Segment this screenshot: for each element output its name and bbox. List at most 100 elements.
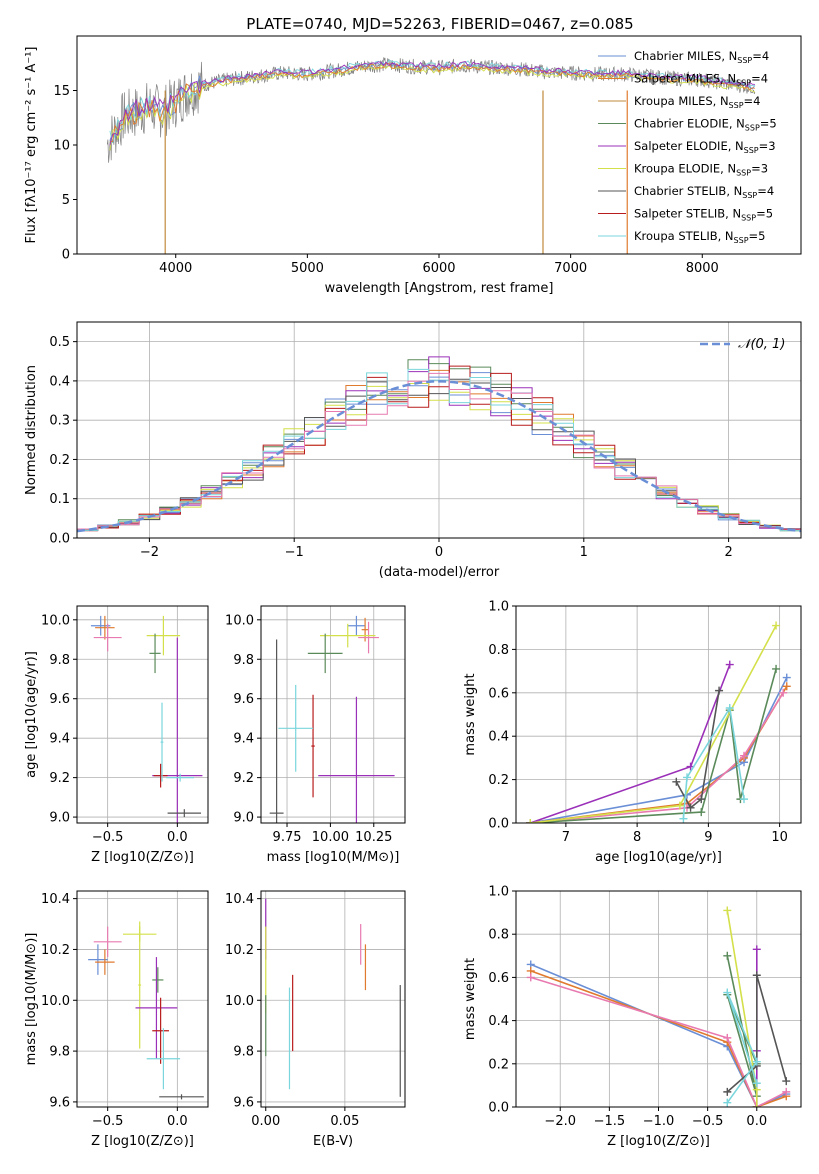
mass-weight-line [530,692,784,823]
y-tick-label: 10.0 [225,613,254,628]
data-marker [723,1098,732,1107]
data-marker [526,819,535,823]
y-axis-label: mass weight [463,958,478,1040]
y-tick-label: 0.2 [488,773,509,788]
y-tick-label: 10.0 [225,994,254,1009]
data-marker [782,682,791,691]
legend-label: Kroupa ELODIE, NSSP=3 [634,162,768,178]
y-tick-label: 0.6 [488,686,509,701]
x-tick-label: 4000 [159,261,192,276]
axes-frame [515,890,802,1108]
plot-area [526,906,791,1107]
data-marker [723,1087,732,1096]
y-tick-label: 0.1 [49,492,70,507]
mass-weight-line [726,974,788,1093]
y-tick-label: 0.2 [488,1057,509,1072]
y-tick-label: 0.8 [488,928,509,943]
y-tick-label: 9.6 [49,692,70,707]
y-tick-label: 9.8 [233,1045,254,1060]
y-tick-label: 9.2 [233,771,254,786]
x-tick-label: −0.5 [92,830,124,845]
legend-label: Chabrier MILES, NSSP=4 [634,49,769,65]
figure-title: PLATE=0740, MJD=52263, FIBERID=0467, z=0… [246,15,633,33]
y-tick-label: 10.4 [225,892,254,907]
y-axis-label: Flux [fλ10⁻¹⁷ erg cm⁻² s⁻¹ A⁻¹] [24,47,39,244]
plot-area [526,621,791,823]
data-marker [675,801,684,810]
x-axis-label: wavelength [Angstrom, rest frame] [325,281,554,296]
normal-curve [77,380,801,533]
axes-frame [76,321,802,539]
y-tick-label: 1.0 [488,885,509,900]
x-tick-label: 8 [633,830,641,845]
x-tick-label: 1 [580,545,588,560]
data-marker [772,664,781,673]
axes-frame [260,890,406,1108]
x-tick-label: 9.75 [273,830,302,845]
data-marker [725,660,734,669]
plot-area [88,921,204,1100]
y-tick-label: 0.2 [49,453,70,468]
y-tick-label: 0.8 [488,643,509,658]
chart-spectrum: 4000 5000 6000 7000 8000 0 5 10 15 wavelength [An… [24,35,802,296]
model-spectrum-line [109,59,756,144]
y-tick-label: 0 [62,248,70,263]
x-axis-label: E(B-V) [313,1134,353,1149]
x-tick-label: 0 [435,545,443,560]
x-axis-label: Z [log10(Z/Z⊙)] [91,850,194,865]
x-tick-label: 9 [704,830,712,845]
x-tick-label: 10.00 [312,830,349,845]
y-tick-label: 1.0 [488,600,509,615]
legend-label: Salpeter ELODIE, NSSP=3 [634,139,776,155]
x-axis-label: age [log10(age/yr)] [595,850,722,865]
mass-weight-line [530,976,787,1107]
legend-label: Salpeter MILES, NSSP=4 [634,72,768,88]
mass-weight-line [530,970,787,1107]
y-tick-label: 9.6 [233,692,254,707]
y-tick-label: 10.0 [41,994,70,1009]
data-marker [697,808,706,817]
chart-age_vs_mass: 9.75 10.00 10.25 9.0 9.2 9.4 9.6 9.8 10.0 mass [l… [225,605,406,865]
y-axis-label: age [log10(age/yr)] [24,651,39,778]
data-marker [725,703,734,712]
data-marker [752,945,761,954]
x-tick-label: 0.0 [746,1114,767,1129]
y-tick-label: 10 [53,139,70,154]
data-marker [782,673,791,682]
x-tick-label: 7000 [554,261,587,276]
x-tick-label: 0.00 [251,1114,280,1129]
observed-spectrum-line [106,57,756,163]
x-tick-label: −0.5 [692,1114,724,1129]
x-tick-label: 8000 [686,261,719,276]
y-tick-label: 10.4 [41,892,70,907]
x-tick-label: −1.0 [643,1114,675,1129]
data-marker [752,1103,761,1107]
y-tick-label: 9.8 [49,653,70,668]
x-axis-label: mass [log10(M/M⊙)] [267,850,400,865]
y-tick-label: 9.6 [233,1095,254,1110]
legend-label: Salpeter STELIB, NSSP=5 [634,207,773,223]
x-tick-label: 5000 [291,261,324,276]
data-marker [772,621,781,630]
plot-area [90,615,203,823]
x-tick-label: 7 [562,830,570,845]
model-spectrum-line [109,62,755,143]
data-marker [683,773,691,782]
chart-mass_weight_vs_Z: −2.0 −1.5 −1.0 −0.5 0.0 0.0 0.2 0.4 0.6 0.8 1.0 Z [… [463,885,802,1149]
x-tick-label: 10 [771,830,788,845]
data-marker [740,751,748,760]
y-tick-label: 9.6 [49,1095,70,1110]
y-tick-label: 0.3 [49,414,70,429]
x-tick-label: 0.0 [167,830,188,845]
y-tick-label: 9.0 [233,811,254,826]
axes-frame [515,605,802,824]
axes-frame [76,890,209,1108]
plot-area [269,615,395,823]
data-marker [752,971,761,980]
chart-residuals: −2 −1 0 1 2 0.0 0.1 0.2 0.3 0.4 0.5 (data-model)/er… [24,321,802,580]
plot-area [265,898,401,1097]
y-tick-label: 0.5 [49,335,70,350]
x-tick-label: −1 [285,545,304,560]
axes-frame [76,35,802,255]
